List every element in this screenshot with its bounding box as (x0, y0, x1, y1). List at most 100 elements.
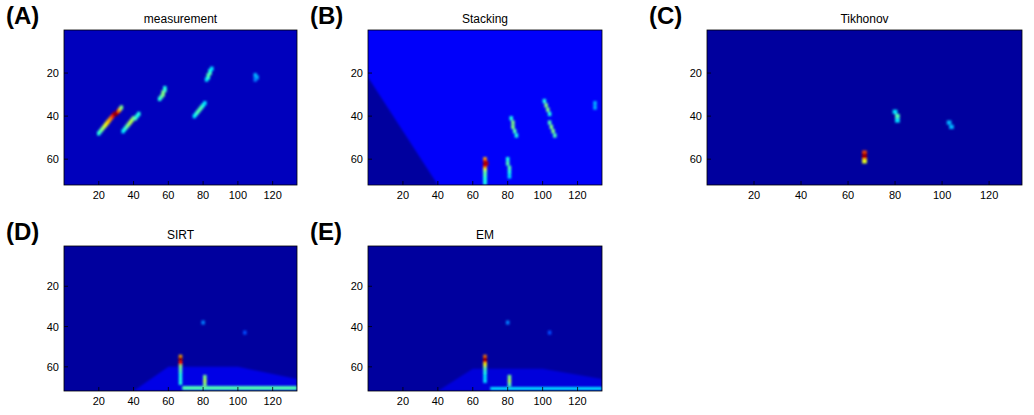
y-tick-label: 20 (351, 280, 363, 292)
x-tick-label: 60 (842, 189, 854, 201)
y-tick (707, 116, 711, 117)
cell (203, 383, 206, 387)
cell (203, 101, 206, 105)
x-tick (272, 387, 273, 391)
x-tick (437, 181, 438, 185)
figure: 20406080100120204060measurement(A)204060… (0, 0, 1034, 415)
cell (511, 120, 514, 124)
cell (179, 377, 182, 381)
x-tick-label: 40 (795, 189, 807, 201)
cell (508, 170, 511, 174)
x-tick-label: 40 (127, 395, 139, 407)
x-tick-label: 100 (933, 189, 951, 201)
panel-letter: (D) (6, 218, 39, 245)
panel: 20406080100120204060Stacking(B) (310, 2, 602, 201)
x-tick (98, 181, 99, 185)
cell (483, 379, 486, 383)
y-tick-label: 20 (47, 280, 59, 292)
x-tick-label: 120 (980, 189, 998, 201)
cell (506, 157, 509, 161)
region (182, 386, 297, 390)
cells (179, 321, 247, 387)
x-tick (272, 181, 273, 185)
cell (483, 367, 486, 371)
y-tick (64, 73, 68, 74)
cell (895, 118, 900, 122)
x-tick (472, 387, 473, 391)
x-tick-label: 20 (93, 189, 105, 201)
x-tick (577, 181, 578, 185)
x-tick-label: 100 (533, 395, 551, 407)
y-tick (707, 73, 711, 74)
x-tick (133, 387, 134, 391)
x-tick (203, 181, 204, 185)
x-tick-label: 100 (229, 395, 247, 407)
cell (483, 181, 486, 185)
cell (515, 133, 518, 137)
x-tick-label: 20 (397, 395, 409, 407)
x-tick (437, 387, 438, 391)
x-tick-label: 100 (229, 189, 247, 201)
axes-frame (368, 30, 602, 185)
panel-title: Stacking (462, 12, 508, 26)
y-tick-label: 60 (690, 153, 702, 165)
panel-title: measurement (144, 12, 218, 26)
x-tick (133, 181, 134, 185)
cell (179, 361, 182, 365)
cell (179, 381, 182, 385)
cell (893, 110, 898, 114)
axes-frame (64, 246, 297, 391)
x-tick (98, 387, 99, 391)
x-tick (203, 387, 204, 391)
x-tick-label: 60 (467, 189, 479, 201)
y-tick-label: 40 (47, 110, 59, 122)
cell (508, 379, 511, 383)
cell (509, 116, 512, 120)
panel-title: SIRT (167, 228, 195, 242)
y-tick (707, 159, 711, 160)
x-tick-label: 80 (197, 395, 209, 407)
x-tick-label: 120 (568, 189, 586, 201)
cell (120, 105, 123, 109)
y-tick (368, 73, 372, 74)
x-tick-label: 120 (568, 395, 586, 407)
cells (483, 99, 597, 185)
x-tick (542, 387, 543, 391)
plot-area (707, 30, 1022, 185)
axes-frame (64, 30, 297, 185)
x-tick-label: 80 (197, 189, 209, 201)
plot-area (64, 30, 297, 185)
panel: 20406080100120204060Tikhonov(C) (649, 2, 1022, 201)
panel-letter: (C) (649, 2, 682, 29)
x-tick-label: 20 (93, 395, 105, 407)
y-tick (368, 286, 372, 287)
x-tick (895, 181, 896, 185)
y-tick-label: 20 (690, 67, 702, 79)
x-tick-label: 40 (127, 189, 139, 201)
cell (179, 365, 182, 369)
cells (97, 67, 259, 136)
panel: 20406080100120204060EM(E) (310, 218, 602, 407)
panel-title: Tikhonov (840, 12, 888, 26)
y-tick-label: 60 (47, 361, 59, 373)
background-cells (707, 30, 1022, 185)
cell (548, 112, 551, 116)
x-tick (402, 387, 403, 391)
y-tick-label: 60 (47, 153, 59, 165)
background-cells (368, 246, 602, 391)
cell (949, 125, 954, 129)
cell (508, 383, 511, 387)
cell (543, 99, 546, 103)
cell (203, 379, 206, 383)
x-tick-label: 120 (263, 395, 281, 407)
region (490, 387, 602, 390)
x-tick-label: 100 (533, 189, 551, 201)
cell (243, 331, 246, 335)
x-tick (472, 181, 473, 185)
y-tick (368, 159, 372, 160)
x-tick-label: 40 (432, 395, 444, 407)
region (368, 77, 438, 185)
x-tick-label: 120 (263, 189, 281, 201)
x-tick (577, 387, 578, 391)
x-tick-label: 60 (467, 395, 479, 407)
